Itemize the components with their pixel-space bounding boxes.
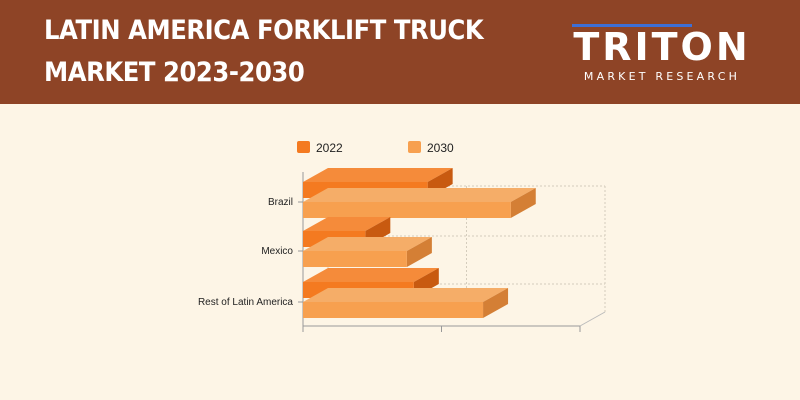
category-label: Brazil [268, 197, 293, 208]
title-line-2: MARKET 2023-2030 [44, 57, 305, 88]
bar-top-face [303, 288, 509, 302]
category-label: Mexico [261, 246, 293, 257]
legend-item-2022: 2022 [297, 141, 343, 155]
legend-swatch [297, 141, 310, 153]
bar-side-face [483, 288, 509, 318]
legend-label: 2022 [316, 141, 343, 155]
bar-brazil-2030 [303, 188, 536, 218]
bar-front-face [303, 302, 484, 318]
bar-side-face [406, 237, 432, 267]
bar-top-face [303, 268, 439, 282]
category-label: Rest of Latin America [198, 297, 293, 308]
bar-mexico-2030 [303, 237, 432, 267]
bar-top-face [303, 168, 453, 182]
legend-item-2030: 2030 [408, 141, 454, 155]
legend-label: 2030 [427, 141, 454, 155]
logo-main-text: TRITON [573, 25, 750, 69]
triton-logo: TRITON MARKET RESEARCH [572, 24, 750, 83]
bar-front-face [303, 251, 407, 267]
floor-edge [579, 311, 606, 327]
bar-front-face [303, 202, 511, 218]
header-banner [0, 0, 800, 104]
bar-top-face [303, 217, 391, 231]
bar-side-face [510, 188, 536, 218]
page-title: LATIN AMERICA FORKLIFT TRUCK MARKET 2023… [44, 10, 484, 94]
bar-top-face [303, 237, 432, 251]
title-line-1: LATIN AMERICA FORKLIFT TRUCK [44, 15, 484, 46]
bar-rest-of-latin-america-2030 [303, 288, 509, 318]
legend-swatch [408, 141, 421, 153]
logo-sub-text: MARKET RESEARCH [584, 70, 740, 83]
bar-top-face [303, 188, 536, 202]
logo-accent-bar [572, 24, 692, 27]
